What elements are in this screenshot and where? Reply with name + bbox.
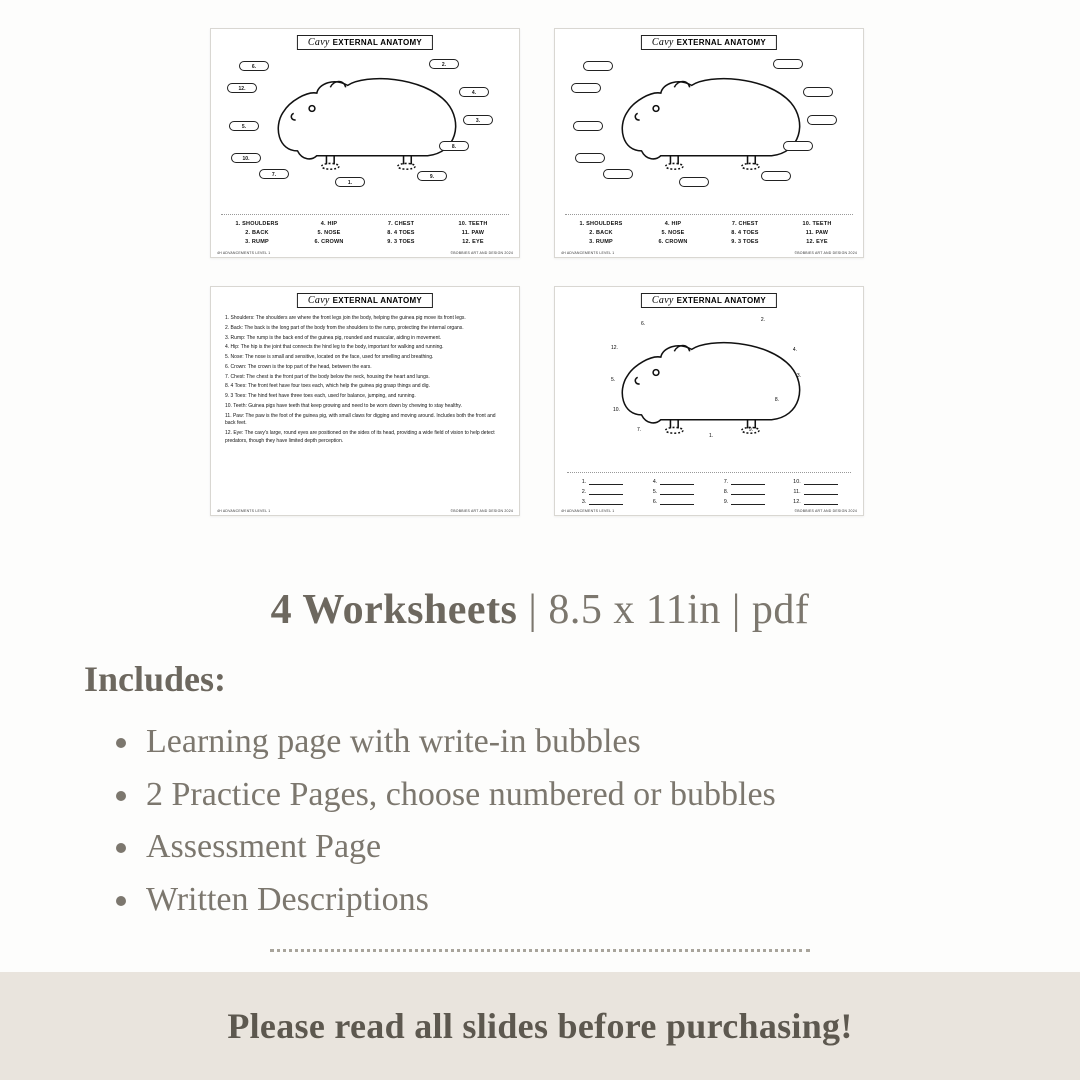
label-bubble xyxy=(571,83,601,93)
cavy-outline-icon xyxy=(259,57,471,187)
label-bubble xyxy=(603,169,633,179)
worksheet-title: CavyEXTERNAL ANATOMY xyxy=(297,35,433,50)
label-bubble: 8. xyxy=(439,141,469,151)
numbered-blanks: 1. 4. 7. 10. 2. 5. 8. 11. 3. 6. 9. 12. xyxy=(567,472,851,505)
thumb-learning-page: CavyEXTERNAL ANATOMY 6. 2. 12. 4. 3. 5. … xyxy=(210,28,520,258)
label-bubble: 2. xyxy=(429,59,459,69)
worksheet-title: CavyEXTERNAL ANATOMY xyxy=(297,293,433,308)
label-bubble: 10. xyxy=(231,153,261,163)
includes-heading: Includes: xyxy=(84,658,1080,700)
worksheet-title: CavyEXTERNAL ANATOMY xyxy=(641,35,777,50)
includes-item: Written Descriptions xyxy=(142,874,1080,927)
headline: 4 Worksheets | 8.5 x 11in | pdf xyxy=(0,586,1080,634)
label-bubble: 3. xyxy=(463,115,493,125)
description-text: 1. Shoulders: The shoulders are where th… xyxy=(225,315,505,501)
worksheet-title: CavyEXTERNAL ANATOMY xyxy=(641,293,777,308)
footer-left: 4H Advancements Level 1 xyxy=(217,251,270,255)
cavy-outline-icon xyxy=(603,57,815,187)
label-bubble xyxy=(583,61,613,71)
includes-item: 2 Practice Pages, choose numbered or bub… xyxy=(142,769,1080,822)
label-bubble xyxy=(575,153,605,163)
label-bubble: 12. xyxy=(227,83,257,93)
label-bubble xyxy=(807,115,837,125)
footer-right: ©Bobbies Art and Design 2024 xyxy=(794,509,857,513)
divider-dotted xyxy=(270,949,810,952)
purchase-banner: Please read all slides before purchasing… xyxy=(0,972,1080,1080)
label-bubble xyxy=(679,177,709,187)
label-bubble: 5. xyxy=(229,121,259,131)
label-bubble: 4. xyxy=(459,87,489,97)
includes-item: Learning page with write-in bubbles xyxy=(142,716,1080,769)
footer-left: 4H Advancements Level 1 xyxy=(561,251,614,255)
label-bubble xyxy=(783,141,813,151)
cavy-diagram: 6. 2. 12. 4. 3. 5. 8. 10. 7. 1. 9. xyxy=(603,315,815,457)
label-bubble: 1. xyxy=(335,177,365,187)
label-bubble xyxy=(803,87,833,97)
label-bubble: 9. xyxy=(417,171,447,181)
label-bubble xyxy=(773,59,803,69)
cavy-diagram xyxy=(259,57,471,187)
includes-list: Learning page with write-in bubbles 2 Pr… xyxy=(142,716,1080,927)
cavy-diagram xyxy=(603,57,815,187)
thumb-practice-numbered: CavyEXTERNAL ANATOMY 6. 2. 12. 4. 3. 5. … xyxy=(554,286,864,516)
footer-right: ©Bobbies Art and Design 2024 xyxy=(794,251,857,255)
anatomy-legend: 1. Shoulders4. Hip7. Chest10. Teeth 2. B… xyxy=(565,214,853,245)
footer-right: ©Bobbies Art and Design 2024 xyxy=(450,509,513,513)
label-bubble xyxy=(573,121,603,131)
label-bubble: 6. xyxy=(239,61,269,71)
label-bubble xyxy=(761,171,791,181)
label-bubble: 7. xyxy=(259,169,289,179)
footer-left: 4H Advancements Level 1 xyxy=(561,509,614,513)
thumb-practice-bubbles: CavyEXTERNAL ANATOMY 1. Shoulders4. Hip7… xyxy=(554,28,864,258)
anatomy-legend: 1. Shoulders4. Hip7. Chest10. Teeth 2. B… xyxy=(221,214,509,245)
worksheet-thumbnails: CavyEXTERNAL ANATOMY 6. 2. 12. 4. 3. 5. … xyxy=(0,0,1080,540)
thumb-descriptions: CavyEXTERNAL ANATOMY 1. Shoulders: The s… xyxy=(210,286,520,516)
includes-item: Assessment Page xyxy=(142,821,1080,874)
footer-left: 4H Advancements Level 1 xyxy=(217,509,270,513)
banner-text: Please read all slides before purchasing… xyxy=(227,1005,852,1047)
footer-right: ©Bobbies Art and Design 2024 xyxy=(450,251,513,255)
